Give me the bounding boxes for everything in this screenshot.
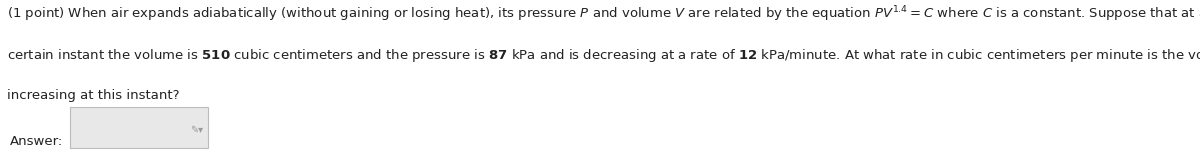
Text: increasing at this instant?: increasing at this instant? <box>7 89 180 103</box>
Text: ✎▾: ✎▾ <box>190 125 203 135</box>
Text: certain instant the volume is $\mathbf{510}$ cubic centimeters and the pressure : certain instant the volume is $\mathbf{5… <box>7 47 1200 64</box>
FancyBboxPatch shape <box>70 107 208 148</box>
Text: (1 point) When air expands adiabatically (without gaining or losing heat), its p: (1 point) When air expands adiabatically… <box>7 5 1200 24</box>
Text: Answer:: Answer: <box>10 135 62 148</box>
